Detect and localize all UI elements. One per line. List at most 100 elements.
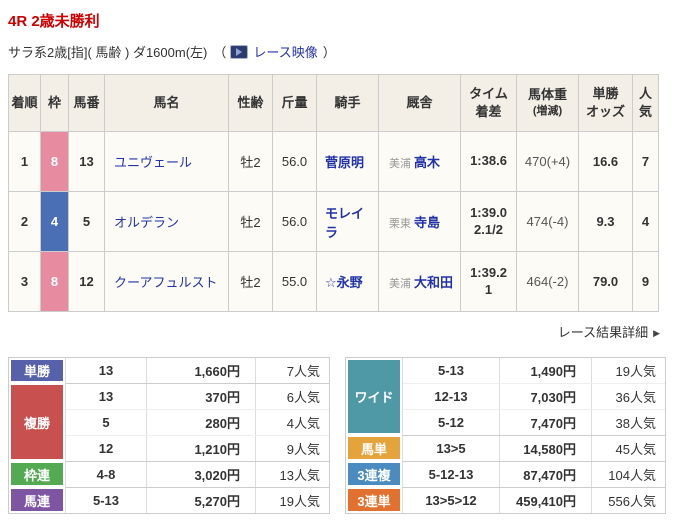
payout-row: 13>5>12 459,410円 556人気 [403,488,665,513]
body-weight: 474(-4) [516,191,579,252]
payout-popularity: 556人気 [591,488,665,513]
bet-type-label: 馬連 [11,489,63,511]
col-popularity: 人気 [632,74,659,132]
col-time-margin: タイム 着差 [460,74,517,132]
win-odds: 79.0 [578,251,633,312]
frame-number: 8 [40,251,69,312]
horse-name-cell: オルデラン [104,191,229,252]
finish-time: 1:39.2 [470,265,507,281]
combination: 5-12-13 [428,467,474,482]
col-weight: 斤量 [272,74,317,132]
bet-type-label: ワイド [348,360,400,433]
payout-amount: 1,210円 [146,436,255,461]
popularity: 4 [632,191,659,252]
stable-cell: 栗東 寺島 [378,191,461,252]
col-win-odds: 単勝 オッズ [578,74,633,132]
payout-group-umatan: 馬単 13>5 14,580円 45人気 [346,435,665,461]
payout-popularity: 19人気 [255,488,329,513]
combination: 5 [102,415,110,430]
combination: 4-8 [96,467,116,482]
carried-weight: 55.0 [272,251,317,312]
payout-amount: 5,270円 [146,488,255,513]
table-row: 2 4 5 オルデラン 牡2 56.0 モレイラ 栗東 寺島 1:39.0 2.1/… [8,191,659,252]
payout-group-sanrentan: 3連単 13>5>12 459,410円 556人気 [346,487,665,513]
finish-position: 2 [8,191,41,252]
bet-type-label: 枠連 [11,463,63,485]
horse-name-cell: ユニヴェール [104,131,229,192]
payout-group-sanrenpuku: 3連複 5-12-13 87,470円 104人気 [346,461,665,487]
horse-name-link[interactable]: ユニヴェール [114,155,193,170]
payout-row: 13 370円 6人気 [66,384,329,409]
col-number: 馬番 [68,74,105,132]
popularity: 7 [632,131,659,192]
jockey-cell: 菅原明 [316,131,379,192]
horse-name-cell: クーアフュルスト [104,251,229,312]
payout-popularity: 38人気 [591,410,665,435]
race-conditions-line: サラ系2歳[指]( 馬齢 ) ダ1600m(左) （ レース映像 ） [8,42,666,61]
payout-row: 5-13 5,270円 19人気 [66,488,329,513]
horse-name-link[interactable]: オルデラン [114,215,180,230]
payout-group-fukusho: 複勝 13 370円 6人気 5 280円 4人気 12 1,210円 [9,383,329,461]
combination: 5-13 [92,493,120,508]
trainer-link[interactable]: 寺島 [414,215,441,230]
payout-amount: 7,030円 [499,384,591,409]
combination: 12 [98,441,114,456]
race-detail-link-label: レース結果詳細 [557,325,649,340]
col-sex-age: 性齢 [228,74,273,132]
margin: 2.1/2 [474,221,503,237]
payout-popularity: 6人気 [255,384,329,409]
combination: 5-13 [437,363,465,378]
combination: 13>5>12 [425,493,477,508]
finish-time: 1:39.0 [470,205,507,221]
payout-popularity: 19人気 [591,358,665,383]
race-detail-link[interactable]: レース結果詳細 ▶ [558,325,660,340]
col-horse-name: 馬名 [104,74,229,132]
right-arrow-icon: ▶ [653,328,660,338]
col-body-weight: 馬体重 (増減) [516,74,579,132]
bet-type-label: 複勝 [11,385,63,459]
carried-weight: 56.0 [272,191,317,252]
trainer-link[interactable]: 高木 [414,155,441,170]
payout-row: 5 280円 4人気 [66,409,329,435]
race-video-link[interactable]: レース映像 [253,45,318,60]
payout-amount: 7,470円 [499,410,591,435]
combination: 13 [98,389,114,404]
sex-age: 牡2 [228,131,273,192]
combination: 5-12 [437,415,465,430]
finish-position: 1 [8,131,41,192]
jockey-cell: モレイラ [316,191,379,252]
payout-amount: 87,470円 [499,462,591,487]
payout-popularity: 104人気 [591,462,665,487]
col-jockey: 騎手 [316,74,379,132]
payout-amount: 3,020円 [146,462,255,487]
payout-group-umaren: 馬連 5-13 5,270円 19人気 [9,487,329,513]
payout-row: 12 1,210円 9人気 [66,435,329,461]
jockey-link[interactable]: モレイラ [325,205,365,240]
stable-cell: 美浦 高木 [378,131,461,192]
sex-age: 牡2 [228,191,273,252]
bet-type-label: 3連複 [348,463,400,485]
payout-row: 5-12-13 87,470円 104人気 [403,462,665,487]
payout-amount: 1,660円 [146,358,255,383]
bet-type-label: 単勝 [11,360,63,381]
race-video-group: （ レース映像 ） [213,42,336,61]
paren-close: ） [322,45,336,60]
payout-popularity: 7人気 [255,358,329,383]
payout-row: 12-13 7,030円 36人気 [403,383,665,409]
horse-name-link[interactable]: クーアフュルスト [114,275,218,290]
time-margin-cell: 1:38.6 [460,131,517,192]
stable-region: 美浦 [389,158,411,170]
time-margin-cell: 1:39.2 1 [460,251,517,312]
payout-amount: 370円 [146,384,255,409]
win-odds: 16.6 [578,131,633,192]
jockey-link[interactable]: 菅原明 [325,155,365,170]
body-weight: 470(+4) [516,131,579,192]
combination: 12-13 [434,389,468,404]
carried-weight: 56.0 [272,131,317,192]
trainer-link[interactable]: 大和田 [414,275,454,290]
video-play-icon[interactable] [230,44,249,59]
jockey-link[interactable]: ☆永野 [325,275,363,290]
jockey-cell: ☆永野 [316,251,379,312]
payout-row: 5-13 1,490円 19人気 [403,358,665,383]
col-frame: 枠 [40,74,69,132]
